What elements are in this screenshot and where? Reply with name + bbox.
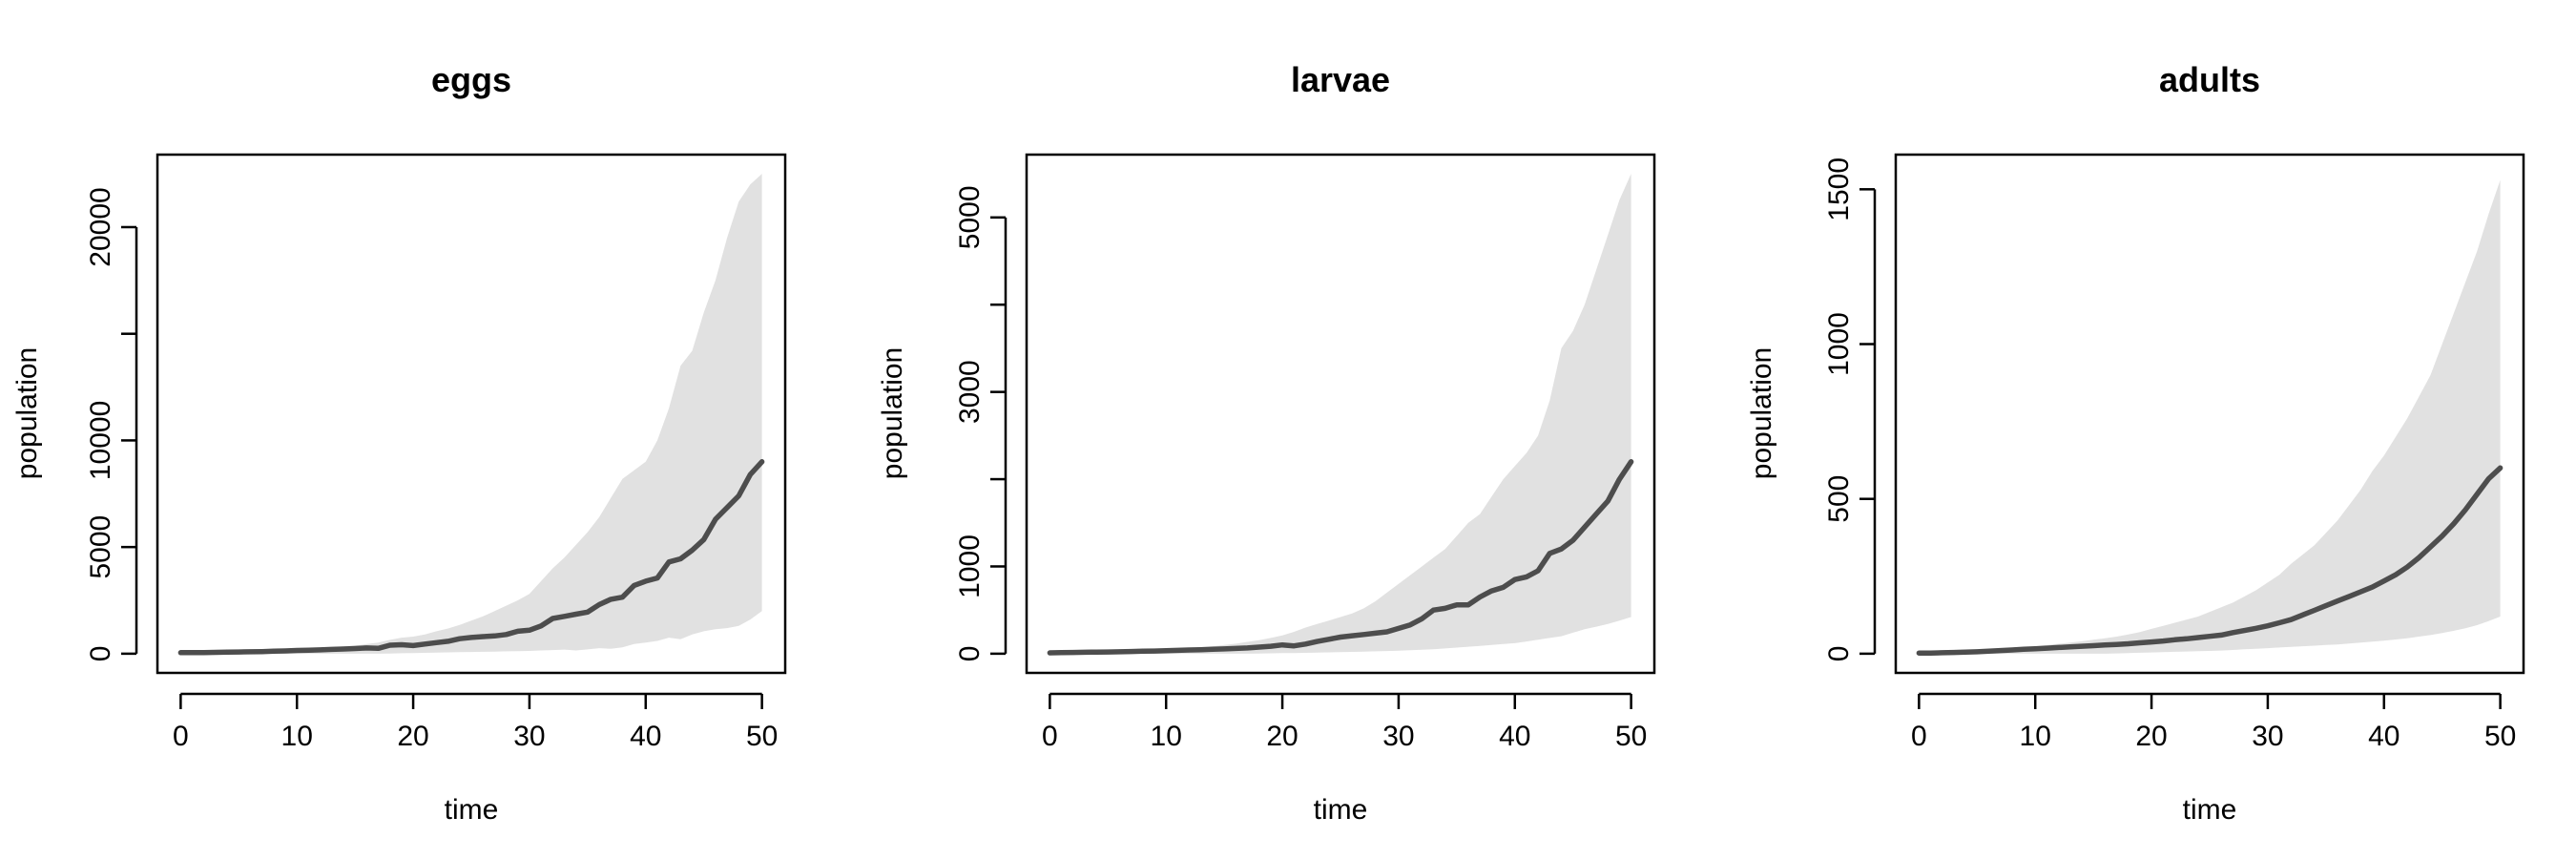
larvae-y-tick-label-3000: 3000 [954,360,986,424]
eggs-title: eggs [431,60,511,99]
eggs-y-tick-label-5000: 5000 [85,515,116,579]
larvae-x-tick-label-30: 30 [1382,721,1414,752]
larvae-y-label: population [877,347,908,479]
larvae-mean-line [1047,459,1634,656]
eggs-y-tick-label-20000: 20000 [85,187,116,266]
larvae-y-tick-label-0: 0 [954,646,986,662]
adults-y-tick-label-1500: 1500 [1823,157,1855,221]
eggs-x-tick-label-50: 50 [746,721,778,752]
adults-x-tick-label-0: 0 [1911,721,1927,752]
eggs-x-tick-label-40: 40 [630,721,661,752]
adults-y-tick-label-500: 500 [1823,475,1855,523]
larvae-y-tick-label-1000: 1000 [954,534,986,598]
eggs-x-label: time [445,794,499,826]
adults-x-tick-label-40: 40 [2368,721,2399,752]
panel-adults: 0 10 20 30 40 50 0 500 1000 1500 adults time pop… [1746,60,2525,826]
larvae-x-tick-label-0: 0 [1042,721,1058,752]
eggs-y-tick-label-0: 0 [85,646,116,662]
adults-mean-line [1916,465,2503,656]
larvae-x-tick-label-40: 40 [1499,721,1530,752]
larvae-x-tick-label-20: 20 [1266,721,1298,752]
adults-x-axis: 0 10 20 30 40 50 [1911,692,2516,752]
adults-y-axis: 0 500 1000 1500 [1823,157,1877,662]
eggs-x-tick-label-30: 30 [513,721,545,752]
eggs-plot-frame [156,153,787,675]
larvae-y-axis: 0 1000 3000 5000 [954,185,1008,662]
eggs-x-axis: 0 10 20 30 40 50 [173,692,778,752]
adults-interval-band [1919,179,2501,654]
eggs-y-axis: 0 5000 10000 20000 [85,187,138,662]
panel-eggs: 0 10 20 30 40 50 0 5000 10000 20000 eggs time po… [11,60,787,826]
adults-plot-frame [1894,153,2525,675]
adults-x-tick-label-30: 30 [2252,721,2283,752]
adults-title: adults [2159,60,2260,99]
adults-y-label: population [1746,347,1777,479]
adults-x-tick-label-20: 20 [2135,721,2167,752]
adults-x-label: time [2183,794,2237,826]
adults-x-tick-label-10: 10 [2020,721,2051,752]
larvae-title: larvae [1291,60,1390,99]
adults-y-tick-label-0: 0 [1823,646,1855,662]
panel-larvae: 0 10 20 30 40 50 0 1000 3000 5000 larvae time po… [877,60,1656,826]
larvae-plot-frame [1025,153,1656,675]
eggs-x-tick-label-20: 20 [397,721,428,752]
larvae-x-tick-label-50: 50 [1615,721,1647,752]
larvae-x-label: time [1314,794,1368,826]
adults-y-tick-label-1000: 1000 [1823,312,1855,376]
eggs-x-tick-label-0: 0 [173,721,189,752]
larvae-y-tick-label-5000: 5000 [954,185,986,249]
eggs-x-tick-label-10: 10 [281,721,313,752]
larvae-x-tick-label-10: 10 [1151,721,1182,752]
larvae-x-axis: 0 10 20 30 40 50 [1042,692,1647,752]
eggs-interval-band [180,174,762,654]
eggs-y-tick-label-10000: 10000 [85,401,116,480]
larvae-interval-band [1049,174,1631,654]
adults-x-tick-label-50: 50 [2484,721,2516,752]
eggs-mean-line [177,459,765,656]
eggs-y-label: population [11,347,43,479]
